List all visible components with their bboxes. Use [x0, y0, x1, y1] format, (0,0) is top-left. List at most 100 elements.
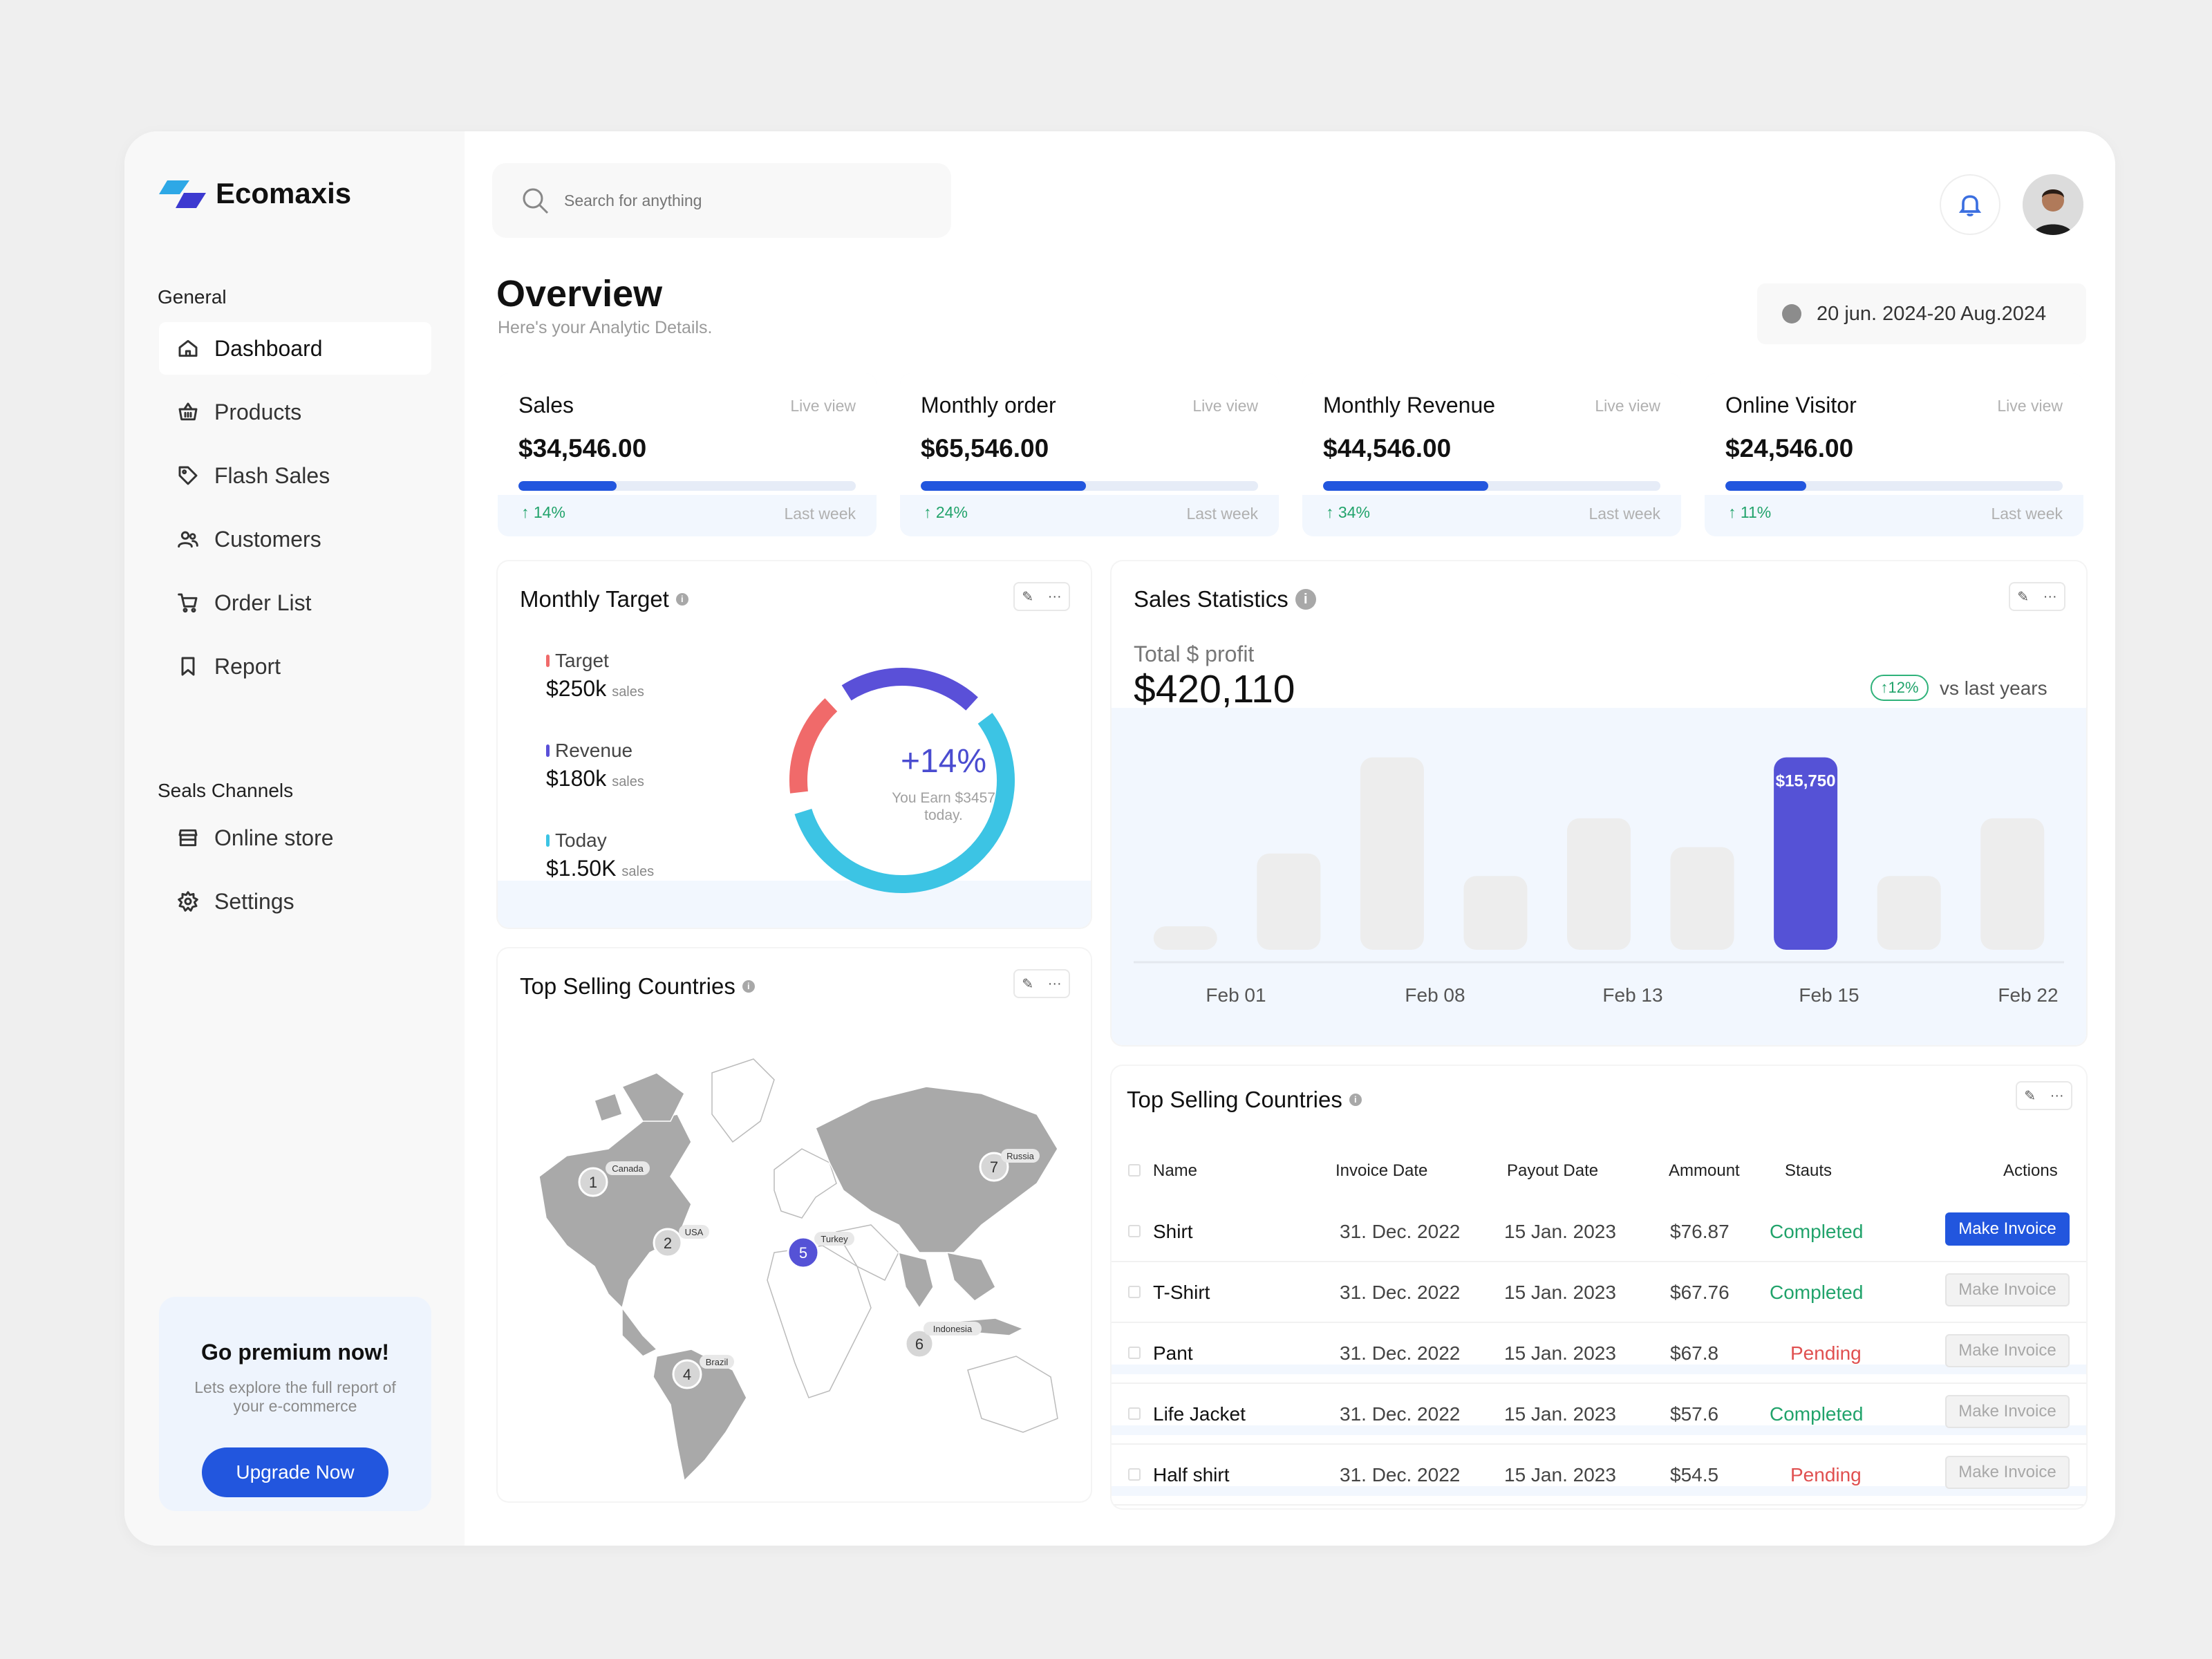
section-channels: Seals Channels	[158, 780, 294, 801]
sidebar-item-report[interactable]: Report	[159, 640, 431, 693]
make-invoice-button[interactable]: Make Invoice	[1945, 1334, 2070, 1367]
bar[interactable]	[1360, 757, 1424, 950]
sidebar-item-customers[interactable]: Customers	[159, 513, 431, 565]
live-view-link[interactable]: Live view	[790, 397, 856, 415]
col-header-status[interactable]: Stauts	[1785, 1161, 1833, 1180]
bar[interactable]	[1980, 818, 2045, 950]
marker-country: Canada	[612, 1163, 644, 1174]
marker-usa[interactable]	[653, 1228, 683, 1258]
stat-card-monthly-order[interactable]: Monthly order Live view $65,546.00 ↑ 24%…	[900, 373, 1279, 536]
edit-icon[interactable]: ✎	[2024, 1088, 2036, 1104]
map-markers: 1 Canada 2 USA 4 Brazil 5 Turkey 6 Indon…	[578, 1149, 1040, 1389]
table-row[interactable]	[1112, 1384, 2086, 1445]
premium-text: Lets explore the full report of your e-c…	[194, 1378, 396, 1415]
notification-button[interactable]	[1940, 174, 2000, 235]
bar[interactable]	[1153, 926, 1217, 950]
basket-icon	[176, 400, 200, 424]
x-tick-label: Feb 13	[1602, 984, 1663, 1006]
make-invoice-button[interactable]: Make Invoice	[1945, 1456, 2070, 1489]
edit-icon[interactable]: ✎	[2017, 589, 2030, 605]
panel-title-text: Top Selling Countries	[1127, 1087, 1342, 1112]
donut-segment-target[interactable]	[789, 698, 838, 794]
target-item: Target $250k sales	[546, 650, 644, 702]
bar-highlighted[interactable]	[1774, 757, 1838, 950]
table-row[interactable]	[1112, 1201, 2086, 1262]
revenue-value: $180k	[546, 766, 607, 791]
marker-indonesia[interactable]	[904, 1329, 935, 1359]
more-icon[interactable]: ···	[1047, 975, 1062, 991]
cell-name: Pant	[1153, 1342, 1193, 1364]
marker-russia[interactable]	[979, 1152, 1009, 1182]
bar[interactable]	[1877, 876, 1941, 950]
row-checkbox[interactable]	[1128, 1347, 1141, 1359]
live-view-link[interactable]: Live view	[1595, 397, 1660, 415]
stat-label: Monthly order	[921, 393, 1056, 418]
row-checkbox[interactable]	[1128, 1468, 1141, 1481]
live-view-link[interactable]: Live view	[1192, 397, 1258, 415]
make-invoice-button[interactable]: Make Invoice	[1945, 1212, 2070, 1246]
stat-progress-fill	[1323, 481, 1489, 491]
live-view-link[interactable]: Live view	[1997, 397, 2063, 415]
make-invoice-button[interactable]: Make Invoice	[1945, 1273, 2070, 1306]
panel-tools[interactable]: ✎ ···	[1013, 969, 1070, 998]
table-row[interactable]	[1112, 1323, 2086, 1384]
sidebar-item-online-store[interactable]: Online store	[159, 812, 431, 864]
col-header-payout-date[interactable]: Payout Date	[1507, 1161, 1599, 1180]
bar-value-label: $15,750	[1776, 772, 1836, 791]
cell-amount: $76.87	[1670, 1221, 1730, 1242]
search-bar[interactable]	[492, 163, 951, 238]
edit-icon[interactable]: ✎	[1022, 976, 1034, 992]
panel-tools[interactable]: ✎ ···	[1013, 582, 1070, 611]
logo[interactable]: Ecomaxis	[159, 177, 351, 210]
panel-tools[interactable]: ✎ ···	[2009, 582, 2065, 611]
edit-icon[interactable]: ✎	[1022, 589, 1034, 605]
col-header-invoice-date[interactable]: Invoice Date	[1335, 1161, 1428, 1180]
info-icon[interactable]: i	[1295, 589, 1316, 610]
stat-value: $44,546.00	[1323, 434, 1452, 462]
row-checkbox[interactable]	[1128, 1225, 1141, 1237]
stat-label: Online Visitor	[1725, 393, 1857, 418]
bar[interactable]	[1257, 853, 1321, 950]
table-row[interactable]	[1112, 1445, 2086, 1506]
sidebar-item-order-list[interactable]: Order List	[159, 577, 431, 629]
avatar[interactable]	[2023, 174, 2083, 235]
more-icon[interactable]: ···	[2050, 1087, 2064, 1103]
stat-card-sales[interactable]: Sales Live view $34,546.00 ↑ 14% Last we…	[498, 373, 877, 536]
sidebar-item-products[interactable]: Products	[159, 386, 431, 438]
marker-turkey[interactable]	[787, 1236, 820, 1269]
bar[interactable]	[1567, 818, 1631, 950]
donut-segment-today[interactable]	[794, 713, 1015, 893]
info-icon[interactable]: i	[742, 980, 755, 993]
stat-card-online-visitor[interactable]: Online Visitor Live view $24,546.00 ↑ 11…	[1705, 373, 2083, 536]
table-row[interactable]	[1112, 1262, 2086, 1323]
donut-segment-revenue[interactable]	[841, 668, 978, 711]
sidebar-item-settings[interactable]: Settings	[159, 875, 431, 928]
cell-name: Half shirt	[1153, 1464, 1230, 1485]
revenue-unit: sales	[612, 774, 644, 789]
select-all-checkbox[interactable]	[1128, 1164, 1141, 1177]
today-value: $1.50K	[546, 856, 617, 881]
marker-brazil[interactable]	[672, 1359, 702, 1389]
info-icon[interactable]: i	[675, 593, 688, 606]
row-checkbox[interactable]	[1128, 1286, 1141, 1298]
make-invoice-button[interactable]: Make Invoice	[1945, 1395, 2070, 1428]
marker-canada[interactable]	[578, 1167, 608, 1197]
search-input[interactable]	[564, 191, 910, 210]
more-icon[interactable]: ···	[2043, 588, 2057, 604]
bar[interactable]	[1463, 876, 1528, 950]
bar[interactable]	[1670, 847, 1734, 950]
stat-change: ↑ 24%	[924, 503, 968, 521]
upgrade-button[interactable]: Upgrade Now	[202, 1447, 388, 1497]
col-header-amount[interactable]: Ammount	[1669, 1161, 1740, 1180]
more-icon[interactable]: ···	[1047, 588, 1062, 604]
col-header-name[interactable]: Name	[1153, 1161, 1198, 1180]
row-checkbox[interactable]	[1128, 1407, 1141, 1420]
date-range-picker[interactable]: 20 jun. 2024-20 Aug.2024	[1757, 283, 2086, 344]
cell-invoice-date: 31. Dec. 2022	[1340, 1221, 1461, 1242]
sidebar-item-dashboard[interactable]: Dashboard	[159, 322, 431, 375]
tag-icon	[176, 463, 200, 488]
info-icon[interactable]: i	[1349, 1094, 1362, 1106]
panel-tools[interactable]: ✎ ···	[2016, 1081, 2072, 1110]
sidebar-item-flash-sales[interactable]: Flash Sales	[159, 449, 431, 502]
stat-card-monthly-revenue[interactable]: Monthly Revenue Live view $44,546.00 ↑ 3…	[1302, 373, 1681, 536]
